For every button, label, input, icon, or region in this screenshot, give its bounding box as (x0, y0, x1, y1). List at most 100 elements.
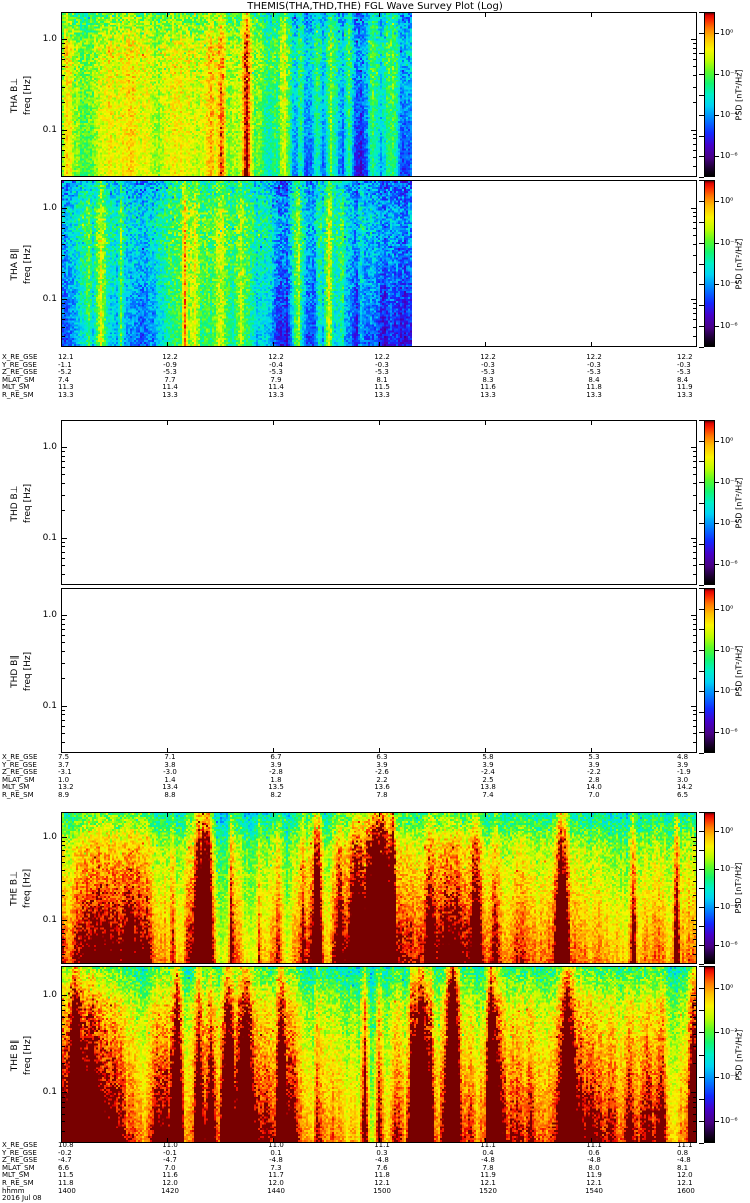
y-tick-mark (693, 221, 697, 223)
y-tick-mark (691, 39, 697, 41)
y-tick-label: 1.0 (42, 990, 57, 1001)
y-tick-mark (693, 928, 697, 930)
y-tick-mark (693, 1024, 697, 1026)
colorbar-tick-mark (715, 200, 719, 202)
y-tick-mark (61, 319, 65, 321)
colorbar-tick-mark (715, 1076, 719, 1078)
y-tick-mark (61, 510, 65, 512)
y-tick-mark (693, 313, 697, 315)
axis-value: 1500 (373, 1186, 391, 1195)
axis-value: -2.2 (587, 768, 601, 777)
axis-row-label-mlt_sm: MLT_SM (2, 783, 30, 792)
axis-row-label-z_re_gse: Z_RE_GSE (2, 768, 38, 777)
axis-value: 6.7 (270, 753, 282, 761)
axis-value: 6.6 (58, 1163, 70, 1172)
colorbar-tick-mark (715, 73, 719, 75)
colorbar-label-tha-bperp: PSD [nT²/Hz] (734, 69, 743, 120)
y-tick-mark (693, 255, 697, 257)
y-tick-mark (693, 53, 697, 55)
y-tick-mark (61, 335, 65, 337)
colorbar-minor-tick (699, 461, 704, 463)
y-tick-mark (693, 619, 697, 621)
y-tick-mark (691, 995, 697, 997)
x-tick-mark-top (273, 12, 274, 17)
y-tick-mark (61, 59, 65, 61)
x-tick-mark (61, 1138, 62, 1143)
axis-value: 13.5 (268, 783, 284, 792)
y-tick-mark (61, 43, 65, 45)
y-axis-unit-thd-bperp: freq [Hz] (22, 483, 33, 523)
colorbar-minor-tick (699, 326, 704, 328)
y-tick-mark (61, 1130, 65, 1132)
axis-row-label-r_re_sm: R_RE_SM (2, 391, 34, 399)
y-axis-unit-thd-bpar: freq [Hz] (22, 651, 33, 691)
y-tick-mark (693, 461, 697, 463)
y-tick-mark (693, 953, 697, 955)
colorbar-minor-tick (699, 670, 704, 672)
y-tick-label: 0.1 (42, 124, 57, 135)
y-tick-mark (61, 709, 65, 711)
y-tick-mark (61, 216, 65, 218)
x-tick-mark-top (379, 812, 380, 817)
axis-value: 7.5 (58, 753, 70, 761)
y-tick-mark (61, 474, 65, 476)
axis-value: 7.4 (58, 375, 70, 384)
y-tick-label: 1.0 (42, 202, 57, 213)
spectrogram-the-bperp (62, 813, 696, 963)
y-tick-mark (61, 102, 65, 104)
colorbar-minor-tick (699, 180, 704, 181)
y-tick-mark (61, 211, 65, 213)
axis-value: 13.2 (58, 783, 74, 792)
y-tick-mark (693, 1045, 697, 1047)
colorbar-label-thd-bpar: PSD [nT²/Hz] (734, 645, 743, 696)
y-tick-mark (693, 662, 697, 664)
axis-value: 5.8 (482, 753, 494, 761)
y-tick-mark (61, 837, 67, 839)
axis-value: 1540 (585, 1186, 603, 1195)
panel-the-bperp (61, 812, 697, 964)
colorbar-minor-tick (699, 1032, 704, 1034)
y-tick-mark (61, 326, 65, 328)
colorbar-minor-tick (699, 711, 704, 713)
axis-value: -0.3 (481, 360, 495, 369)
spectrogram-canvas (62, 181, 412, 346)
axis-value: 10.8 (58, 1141, 74, 1149)
y-tick-mark (693, 642, 697, 644)
y-tick-mark (61, 635, 65, 637)
axis-value: 7.8 (376, 791, 388, 799)
axis-value: 12.2 (162, 353, 178, 361)
y-tick-mark (61, 467, 65, 469)
axis-value: 12.1 (480, 1179, 496, 1187)
panel-tha-bperp (61, 12, 697, 177)
y-tick-mark (61, 933, 65, 935)
y-tick-mark (61, 619, 65, 621)
y-tick-mark (61, 732, 65, 734)
y-tick-mark (61, 1024, 65, 1026)
colorbar-minor-tick (699, 73, 704, 75)
axis-value: 11.6 (480, 383, 496, 392)
y-tick-mark (693, 938, 697, 940)
axis-value: 13.3 (374, 391, 390, 399)
y-tick-label: 1.0 (42, 832, 57, 843)
y-tick-mark (61, 461, 65, 463)
y-tick-mark (693, 651, 697, 653)
axis-value: 3.8 (164, 760, 176, 769)
y-tick-mark (693, 1096, 697, 1098)
y-tick-mark (693, 1033, 697, 1035)
colorbar-minor-tick (699, 420, 704, 421)
axis-value: -0.4 (269, 360, 283, 369)
y-tick-mark (693, 880, 697, 882)
axis-row-label-y_re_gse: Y_RE_GSE (2, 760, 37, 769)
y-tick-mark (61, 1010, 65, 1012)
axis-value: 7.0 (164, 1163, 176, 1172)
y-tick-mark (61, 39, 67, 41)
colorbar-tick-label: 10⁻² (720, 68, 738, 78)
axis-value: 11.0 (162, 1141, 178, 1149)
y-axis-label-thd-bperp: THD B⊥ (9, 484, 20, 522)
axis-value: 3.9 (482, 760, 494, 769)
y-tick-mark (61, 451, 65, 453)
y-tick-mark (61, 1101, 65, 1103)
y-tick-mark (61, 870, 65, 872)
y-tick-mark (693, 211, 697, 213)
y-tick-mark (693, 546, 697, 548)
